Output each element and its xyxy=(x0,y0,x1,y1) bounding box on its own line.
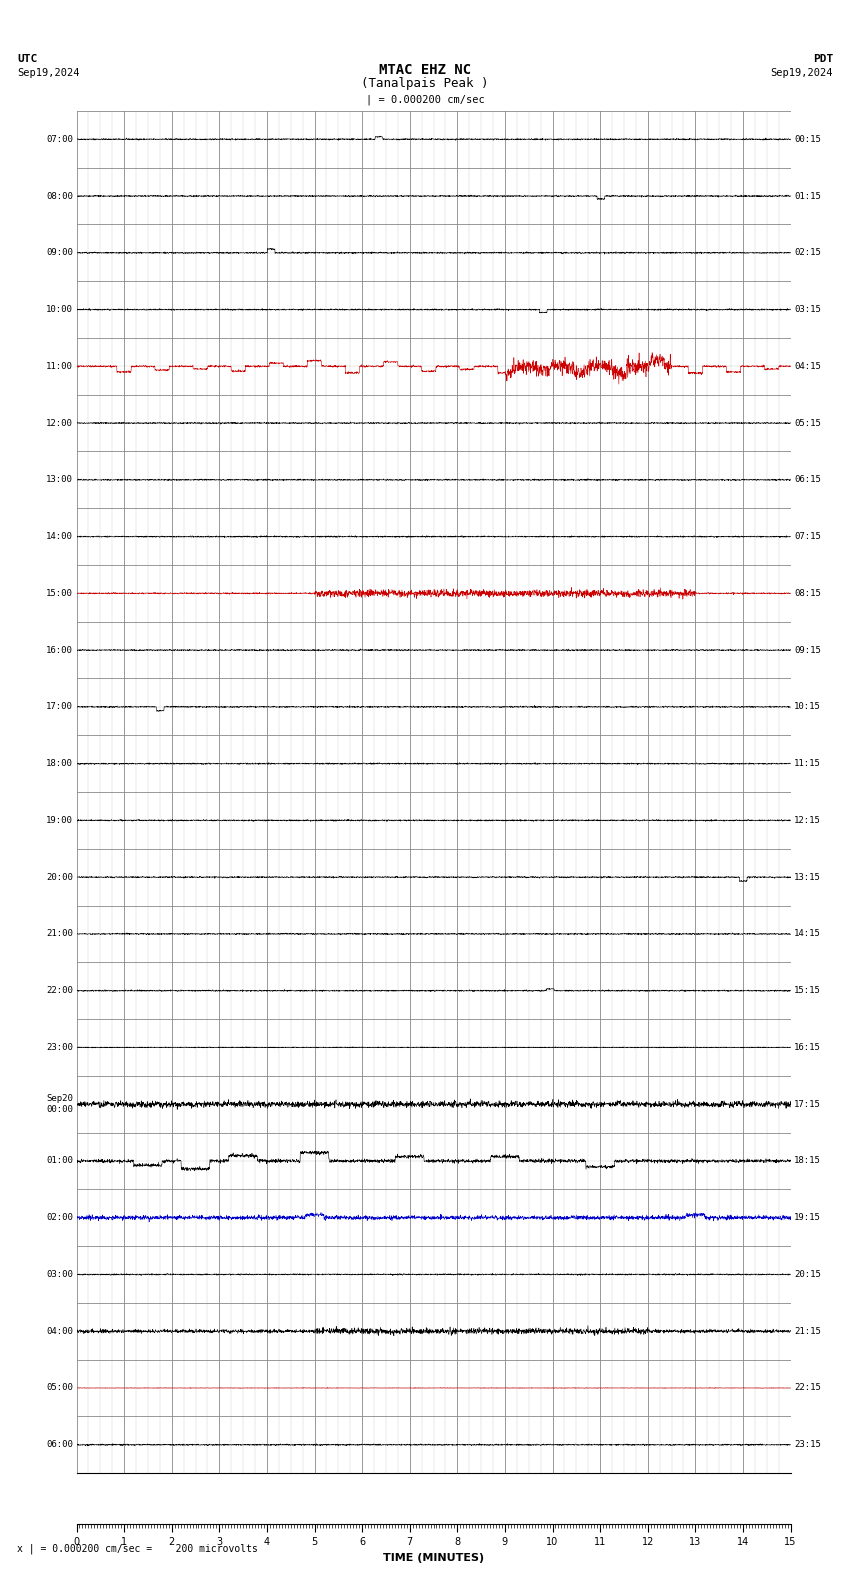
Text: 08:00: 08:00 xyxy=(46,192,73,201)
Text: 17:00: 17:00 xyxy=(46,702,73,711)
Text: 19:15: 19:15 xyxy=(794,1213,821,1223)
X-axis label: TIME (MINUTES): TIME (MINUTES) xyxy=(383,1552,484,1562)
Text: 22:00: 22:00 xyxy=(46,987,73,995)
Text: 21:15: 21:15 xyxy=(794,1327,821,1335)
Text: PDT: PDT xyxy=(813,54,833,63)
Text: 09:00: 09:00 xyxy=(46,249,73,257)
Text: 03:15: 03:15 xyxy=(794,306,821,314)
Text: 19:00: 19:00 xyxy=(46,816,73,825)
Text: 05:15: 05:15 xyxy=(794,418,821,428)
Text: 22:15: 22:15 xyxy=(794,1383,821,1392)
Text: 23:00: 23:00 xyxy=(46,1042,73,1052)
Text: 12:15: 12:15 xyxy=(794,816,821,825)
Text: 18:00: 18:00 xyxy=(46,759,73,768)
Text: 16:15: 16:15 xyxy=(794,1042,821,1052)
Text: 07:15: 07:15 xyxy=(794,532,821,542)
Text: 07:00: 07:00 xyxy=(46,135,73,144)
Text: 01:15: 01:15 xyxy=(794,192,821,201)
Text: 17:15: 17:15 xyxy=(794,1099,821,1109)
Text: 12:00: 12:00 xyxy=(46,418,73,428)
Text: 05:00: 05:00 xyxy=(46,1383,73,1392)
Text: 15:00: 15:00 xyxy=(46,589,73,597)
Text: 01:00: 01:00 xyxy=(46,1156,73,1166)
Text: 08:15: 08:15 xyxy=(794,589,821,597)
Text: 20:00: 20:00 xyxy=(46,873,73,882)
Text: 03:00: 03:00 xyxy=(46,1270,73,1278)
Text: Sep20
00:00: Sep20 00:00 xyxy=(46,1095,73,1114)
Text: 13:00: 13:00 xyxy=(46,475,73,485)
Text: | = 0.000200 cm/sec: | = 0.000200 cm/sec xyxy=(366,95,484,105)
Text: 06:15: 06:15 xyxy=(794,475,821,485)
Text: Sep19,2024: Sep19,2024 xyxy=(770,68,833,78)
Text: 11:00: 11:00 xyxy=(46,361,73,371)
Text: (Tanalpais Peak ): (Tanalpais Peak ) xyxy=(361,78,489,90)
Text: 16:00: 16:00 xyxy=(46,646,73,654)
Text: MTAC EHZ NC: MTAC EHZ NC xyxy=(379,63,471,76)
Text: 02:00: 02:00 xyxy=(46,1213,73,1223)
Text: 10:00: 10:00 xyxy=(46,306,73,314)
Text: 04:15: 04:15 xyxy=(794,361,821,371)
Text: 18:15: 18:15 xyxy=(794,1156,821,1166)
Text: 00:15: 00:15 xyxy=(794,135,821,144)
Text: 14:00: 14:00 xyxy=(46,532,73,542)
Text: 15:15: 15:15 xyxy=(794,987,821,995)
Text: 23:15: 23:15 xyxy=(794,1440,821,1449)
Text: 06:00: 06:00 xyxy=(46,1440,73,1449)
Text: 20:15: 20:15 xyxy=(794,1270,821,1278)
Text: Sep19,2024: Sep19,2024 xyxy=(17,68,80,78)
Text: 09:15: 09:15 xyxy=(794,646,821,654)
Text: 10:15: 10:15 xyxy=(794,702,821,711)
Text: 04:00: 04:00 xyxy=(46,1327,73,1335)
Text: 02:15: 02:15 xyxy=(794,249,821,257)
Text: 11:15: 11:15 xyxy=(794,759,821,768)
Text: 13:15: 13:15 xyxy=(794,873,821,882)
Text: x | = 0.000200 cm/sec =    200 microvolts: x | = 0.000200 cm/sec = 200 microvolts xyxy=(17,1544,258,1554)
Text: 14:15: 14:15 xyxy=(794,930,821,938)
Text: UTC: UTC xyxy=(17,54,37,63)
Text: 21:00: 21:00 xyxy=(46,930,73,938)
